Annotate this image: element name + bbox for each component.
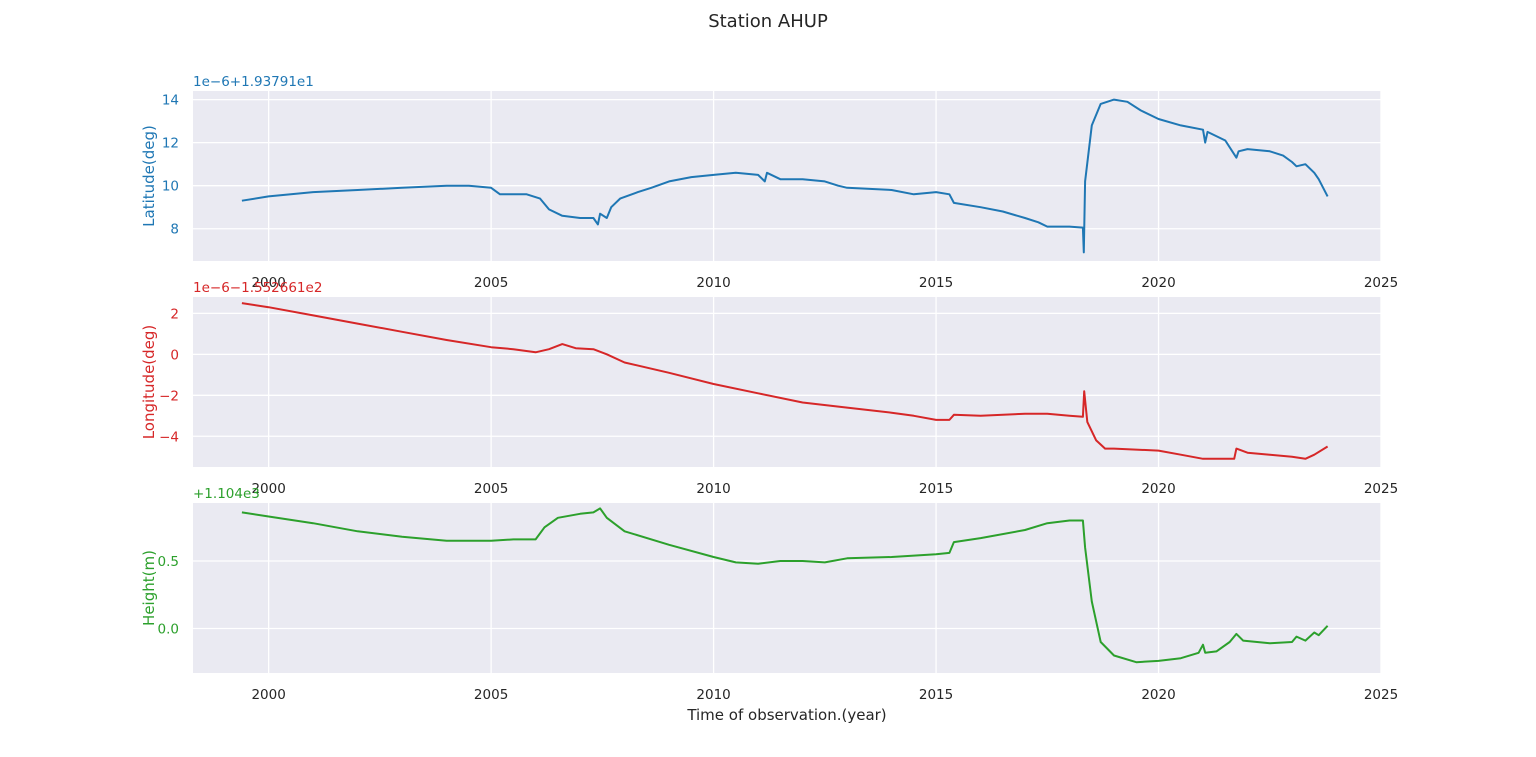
y-tick-label: 14 (162, 93, 179, 109)
x-tick-label: 2010 (696, 275, 730, 291)
x-tick-label: 2025 (1364, 481, 1398, 497)
x-tick-label: 2025 (1364, 687, 1398, 703)
panel-1: 2000 2005 2010 2015 2020 2025 8 10 12 14Latitude(… (140, 74, 1398, 291)
x-tick-label: 2005 (474, 275, 508, 291)
x-tick-label: 2015 (919, 481, 953, 497)
x-tick-label: 2020 (1141, 687, 1175, 703)
y-tick-label: 0.5 (158, 554, 179, 570)
page-title: Station AHUP (708, 11, 828, 32)
y-axis-label: Longitude(deg) (140, 325, 158, 440)
y-tick-label: −2 (159, 388, 179, 404)
series-line (241, 507, 1329, 664)
x-tick-label: 2015 (919, 275, 953, 291)
y-tick-label: 10 (162, 179, 179, 195)
plot-area (193, 503, 1381, 673)
y-axis-label: Height(m) (140, 550, 158, 626)
y-tick-label: 0 (170, 347, 179, 363)
y-axis-label: Latitude(deg) (140, 125, 158, 227)
y-tick-label: 2 (170, 306, 179, 322)
x-tick-label: 2015 (919, 687, 953, 703)
axis-offset-text: 1e−6+1.93791e1 (193, 74, 314, 90)
x-tick-label: 2000 (251, 687, 285, 703)
y-tick-label: 8 (170, 222, 179, 238)
x-tick-label: 2005 (474, 687, 508, 703)
axis-offset-text: +1.104e3 (193, 486, 260, 502)
y-tick-label: 0.0 (158, 621, 179, 637)
x-tick-label: 2000 (251, 481, 285, 497)
x-tick-label: 2010 (696, 687, 730, 703)
axis-offset-text: 1e−6−1.552661e2 (193, 280, 322, 296)
x-tick-label: 2005 (474, 481, 508, 497)
plot-area (193, 91, 1381, 261)
panel-2: 2000 2005 2010 2015 2020 2025 −4 −2 0 2 Longitude(… (140, 280, 1398, 497)
y-tick-label: −4 (159, 429, 179, 445)
series-line (241, 98, 1329, 254)
x-tick-label: 2020 (1141, 481, 1175, 497)
y-tick-label: 12 (162, 136, 179, 152)
x-tick-label: 2000 (251, 275, 285, 291)
x-tick-label: 2025 (1364, 275, 1398, 291)
x-axis-label: Time of observation.(year) (686, 706, 886, 724)
x-tick-label: 2020 (1141, 275, 1175, 291)
plot-area (193, 297, 1381, 467)
x-tick-label: 2010 (696, 481, 730, 497)
series-line (241, 302, 1329, 460)
